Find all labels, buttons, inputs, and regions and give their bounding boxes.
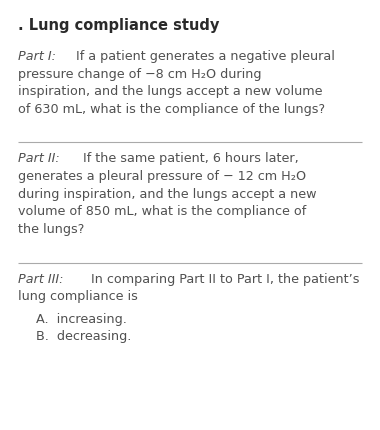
Text: In comparing Part II to Part I, the patient’s: In comparing Part II to Part I, the pati… [87, 273, 359, 286]
Text: . Lung compliance study: . Lung compliance study [18, 18, 219, 33]
Text: volume of 850 mL, what is the compliance of: volume of 850 mL, what is the compliance… [18, 205, 306, 218]
Text: If a patient generates a negative pleural: If a patient generates a negative pleura… [72, 50, 334, 63]
Text: A.  increasing.: A. increasing. [36, 313, 127, 326]
Text: inspiration, and the lungs accept a new volume: inspiration, and the lungs accept a new … [18, 85, 323, 98]
Text: Part II:: Part II: [18, 152, 60, 166]
Text: Part I:: Part I: [18, 50, 56, 63]
Text: Part III:: Part III: [18, 273, 63, 286]
Text: pressure change of −8 cm H₂O during: pressure change of −8 cm H₂O during [18, 68, 261, 80]
Text: lung compliance is: lung compliance is [18, 290, 138, 303]
Text: B.  decreasing.: B. decreasing. [36, 331, 131, 344]
Text: the lungs?: the lungs? [18, 223, 84, 236]
Text: during inspiration, and the lungs accept a new: during inspiration, and the lungs accept… [18, 187, 317, 201]
Text: generates a pleural pressure of − 12 cm H₂O: generates a pleural pressure of − 12 cm … [18, 170, 306, 183]
Text: of 630 mL, what is the compliance of the lungs?: of 630 mL, what is the compliance of the… [18, 103, 325, 116]
Text: If the same patient, 6 hours later,: If the same patient, 6 hours later, [79, 152, 299, 166]
